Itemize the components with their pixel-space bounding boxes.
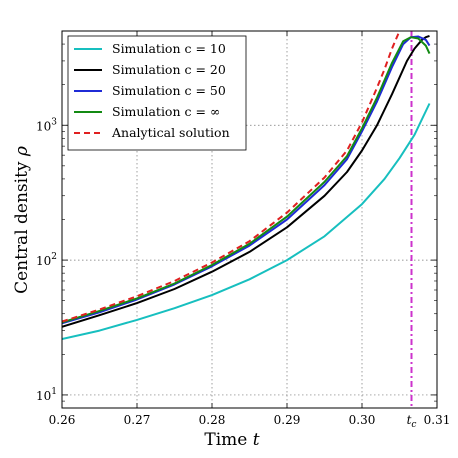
y-tick-label: 102: [36, 252, 57, 268]
y-tick-label: 101: [36, 387, 57, 403]
x-tick-label: 0.26: [49, 413, 76, 427]
y-axis-title: Central density ρ: [12, 146, 32, 294]
series-line-1: [62, 103, 431, 340]
x-tick-label: 0.27: [124, 413, 151, 427]
legend: Simulation c = 10 Simulation c = 20 Simula…: [67, 35, 247, 151]
series-lines: [62, 31, 431, 408]
legend-label-2: Simulation c = 20: [112, 62, 226, 77]
x-axis-title: Time t: [204, 430, 259, 450]
x-tick-label: 0.28: [199, 413, 226, 427]
x-tick-label: 0.30: [349, 413, 376, 427]
legend-label-5: Analytical solution: [111, 125, 230, 140]
x-tick-label: 0.31: [424, 413, 451, 427]
series-line-5: [62, 31, 401, 323]
x-tick-label: 0.29: [274, 413, 301, 427]
series-line-4: [62, 36, 431, 324]
legend-label-1: Simulation c = 10: [112, 41, 226, 56]
tc-label: tc: [407, 413, 417, 430]
y-tick-label: 103: [36, 117, 57, 133]
legend-label-3: Simulation c = 50: [112, 83, 226, 98]
legend-box: [67, 35, 247, 151]
tick-marks: [61, 30, 438, 409]
plot-frame: [61, 30, 438, 409]
legend-label-4: Simulation c = ∞: [112, 104, 220, 119]
tick-labels: 0.26 0.27 0.28 0.29 0.30 0.31 101 102 103 tc: [36, 117, 450, 430]
series-line-2: [62, 34, 430, 328]
